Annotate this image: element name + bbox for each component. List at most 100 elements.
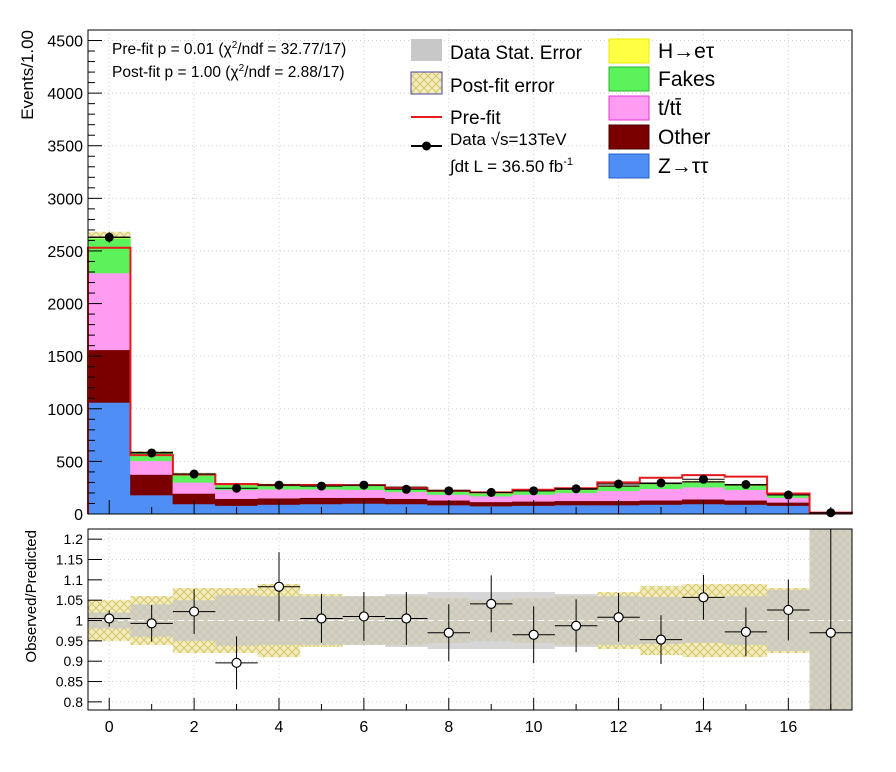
- ratio-point-bin-10: [528, 629, 539, 640]
- upper-frame: [87, 29, 853, 515]
- legend-swatch-fakes: [608, 66, 650, 92]
- upper-ytick-label-0: 0: [74, 507, 83, 524]
- ratio-point-bin-11: [571, 620, 582, 631]
- data-point-bin-9: [486, 487, 496, 497]
- stats-prefit: Pre-fit p = 0.01 (χ2/ndf = 32.77/17): [112, 40, 346, 58]
- upper-ytick-label-2: 1000: [47, 402, 83, 419]
- legend-label-other: Other: [658, 126, 711, 149]
- data-point-bin-3: [232, 483, 242, 493]
- data-point-bin-4: [274, 480, 284, 490]
- upper-postfit-error-band: [88, 231, 852, 514]
- lower-xtick-label-2: 4: [275, 719, 284, 736]
- legend-swatch-other: [608, 124, 650, 150]
- data-points: [88, 231, 852, 518]
- legend-label-fakes: Fakes: [658, 68, 715, 91]
- lower-xtick-label-4: 8: [444, 719, 453, 736]
- legend-label-data: Data √s=13TeV: [450, 130, 567, 149]
- legend-swatch-stat-error: [411, 39, 442, 61]
- bar-other-bin-3: [215, 498, 259, 506]
- legend-label-ztautau: Z→ττ: [658, 155, 709, 178]
- lower-ytick-label-4: 1: [75, 613, 83, 629]
- bar-fakes-bin-0: [87, 238, 131, 274]
- lower-ytick-label-8: 1.2: [64, 531, 84, 547]
- lower-ytick-label-0: 0.8: [64, 694, 84, 710]
- bar-other-bin-13: [639, 500, 683, 505]
- data-point-bin-11: [571, 484, 581, 494]
- data-point-bin-7: [401, 484, 411, 494]
- data-point-bin-10: [529, 486, 539, 496]
- bar-ttbar-bin-11: [554, 492, 598, 502]
- lower-xtick-label-3: 6: [359, 719, 368, 736]
- bar-ttbar-bin-12: [597, 490, 641, 502]
- bar-ttbar-bin-13: [639, 488, 683, 501]
- lower-xtick-label-8: 16: [779, 719, 797, 736]
- legend-label-postfit-error: Post-fit error: [450, 76, 555, 97]
- lower-frame: [87, 528, 853, 711]
- bar-ttbar-bin-1: [130, 460, 174, 475]
- legend-swatch-postfit-error: [410, 71, 443, 95]
- upper-y-axis-label: Events/1.00: [18, 30, 37, 120]
- stats-postfit: Post-fit p = 1.00 (χ2/ndf = 2.88/17): [112, 63, 345, 81]
- ratio-point-bin-0: [104, 613, 115, 624]
- bar-other-bin-15: [724, 500, 768, 505]
- lower-ytick-label-2: 0.9: [64, 653, 84, 669]
- bar-other-bin-7: [384, 498, 428, 505]
- legend-label-lumi: ∫dt L = 36.50 fb-1: [449, 156, 573, 176]
- legend-swatch-data-marker: [422, 141, 431, 151]
- bar-ztautau-bin-0: [87, 402, 131, 515]
- bar-other-bin-0: [87, 349, 131, 403]
- legend-swatch-ttbar: [608, 95, 650, 121]
- lower-y-axis: 0.8 0.85 0.9 0.95 1 1.05 1.1 1.15 1.2: [56, 531, 102, 710]
- bar-other-bin-11: [554, 500, 598, 506]
- upper-ytick-label-5: 2500: [47, 244, 83, 261]
- data-point-bin-8: [444, 486, 454, 496]
- legend-label-prefit: Pre-fit: [450, 108, 501, 129]
- data-point-bin-0: [104, 232, 114, 242]
- data-point-bin-16: [783, 490, 793, 500]
- lower-ytick-label-6: 1.1: [64, 572, 84, 588]
- bar-other-bin-5: [299, 497, 343, 505]
- lower-ytick-label-3: 0.95: [56, 633, 83, 649]
- lower-xtick-label-0: 0: [105, 719, 114, 736]
- legend-label-stat-error: Data Stat. Error: [450, 43, 583, 64]
- ratio-point-bin-5: [316, 613, 327, 624]
- ratio-point-bin-9: [486, 598, 497, 609]
- ratio-point-bin-16: [783, 604, 794, 616]
- upper-ytick-label-6: 3000: [47, 191, 83, 208]
- lower-ytick-label-7: 1.15: [56, 552, 83, 568]
- legend-label-signal: H→eτ: [658, 40, 715, 63]
- upper-ytick-label-7: 3500: [47, 139, 83, 156]
- data-point-bin-14: [698, 474, 708, 484]
- upper-ytick-label-9: 4500: [47, 34, 83, 51]
- data-point-bin-15: [741, 480, 751, 490]
- lower-y-axis-label: Observed/Predicted: [23, 530, 40, 663]
- ratio-point-bin-3: [231, 657, 242, 668]
- upper-ytick-label-4: 2000: [47, 297, 83, 314]
- ratio-points: [88, 529, 852, 710]
- upper-y-axis: 0 500 1000 1500 2000 2500 3000 3500 4000 4500: [47, 34, 102, 524]
- ratio-point-bin-14: [698, 592, 709, 603]
- ratio-point-bin-4: [273, 581, 285, 592]
- ratio-point-bin-13: [655, 634, 667, 645]
- lower-xtick-label-6: 12: [610, 719, 628, 736]
- ratio-point-bin-6: [358, 611, 369, 622]
- upper-ytick-label-8: 4000: [47, 86, 83, 103]
- bar-other-bin-1: [130, 474, 174, 496]
- bar-ttbar-bin-4: [257, 489, 301, 499]
- legend-swatch-ztautau: [608, 153, 650, 179]
- ratio-point-bin-7: [401, 613, 412, 624]
- lower-x-axis: 0 2 4 6 8 10 12 14 16: [105, 698, 832, 736]
- bar-ttbar-bin-14: [681, 486, 725, 500]
- bar-ttbar-bin-8: [427, 494, 471, 501]
- data-point-bin-5: [316, 481, 326, 491]
- ratio-point-bin-15: [740, 626, 751, 638]
- data-point-bin-13: [656, 478, 666, 488]
- data-point-bin-12: [614, 479, 624, 489]
- lower-xtick-label-7: 14: [695, 719, 713, 736]
- ratio-point-bin-2: [189, 606, 200, 617]
- upper-ytick-label-3: 1500: [47, 349, 83, 366]
- upper-grid: [88, 30, 852, 515]
- data-point-bin-1: [147, 448, 157, 458]
